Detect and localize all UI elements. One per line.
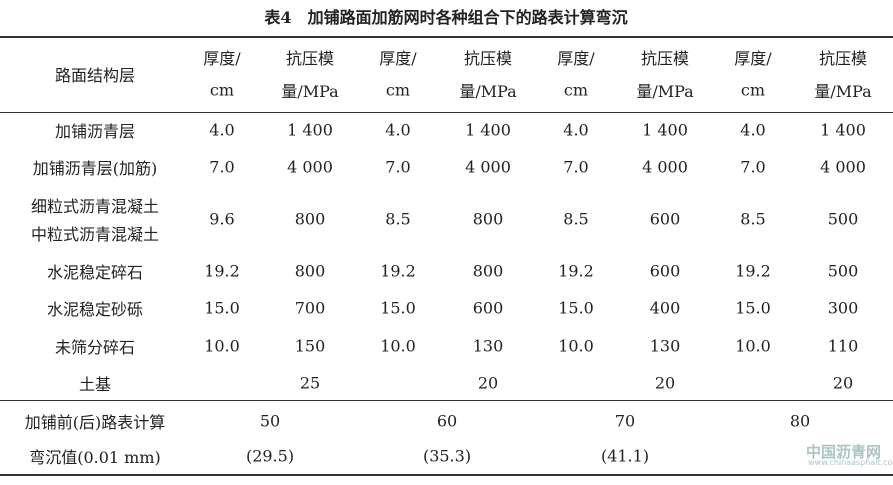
cell: 15.0 (558, 298, 594, 318)
cell: 15.0 (735, 298, 771, 318)
cell: 19.2 (735, 261, 771, 281)
cell: 1 400 (642, 120, 688, 140)
column-header: 抗压模 (818, 49, 868, 68)
top-rule (0, 36, 893, 38)
cell: 15.0 (380, 298, 416, 318)
bottom-rule (0, 474, 893, 476)
column-header: 厚度/ (557, 49, 595, 68)
cell: 4.0 (740, 120, 766, 140)
cell: 10.0 (558, 336, 594, 356)
row-label: 水泥稳定砂砾 (46, 300, 144, 319)
column-header: cm (209, 80, 235, 100)
column-header: 量/MPa (459, 82, 517, 101)
cell: 4 000 (642, 157, 688, 177)
table-title: 表4 加铺路面加筋网时各种组合下的路表计算弯沉 (264, 8, 628, 27)
cell: 20 (477, 373, 499, 393)
cell: 500 (827, 261, 859, 281)
cell: 60 (436, 411, 458, 431)
cell: 20 (654, 373, 676, 393)
column-header: 量/MPa (636, 82, 694, 101)
header-rule (0, 112, 893, 113)
cell: 19.2 (380, 261, 416, 281)
cell: 600 (649, 209, 681, 229)
cell: 4.0 (385, 120, 411, 140)
row-label: 加铺沥青层(加筋) (32, 159, 158, 178)
cell: 8.5 (385, 209, 411, 229)
cell: 15.0 (204, 298, 240, 318)
cell: 150 (294, 336, 326, 356)
cell: 7.0 (209, 157, 235, 177)
cell: 600 (472, 298, 504, 318)
cell: 19.2 (204, 261, 240, 281)
cell: 400 (649, 298, 681, 318)
cell: 130 (649, 336, 681, 356)
cell: 20 (832, 373, 854, 393)
header-label: 路面结构层 (54, 66, 136, 85)
cell: (41.1) (600, 446, 650, 466)
row-label: 细粒式沥青混凝土 (30, 197, 160, 216)
cell: 4 000 (287, 157, 333, 177)
column-header: 量/MPa (814, 82, 872, 101)
cell: 50 (259, 411, 281, 431)
row-label: 未筛分碎石 (54, 338, 136, 357)
column-header: cm (385, 80, 411, 100)
column-header: 抗压模 (463, 49, 513, 68)
row-label: 弯沉值(0.01 mm) (29, 448, 161, 467)
cell: (29.5) (245, 446, 295, 466)
cell: 7.0 (385, 157, 411, 177)
cell: 800 (294, 261, 326, 281)
cell: 800 (472, 261, 504, 281)
column-header: 抗压模 (285, 49, 335, 68)
body-rule (0, 400, 893, 401)
cell: 70 (614, 411, 636, 431)
row-label: 加铺沥青层 (54, 122, 136, 141)
column-header: cm (563, 80, 589, 100)
cell: 19.2 (558, 261, 594, 281)
column-header: cm (740, 80, 766, 100)
column-header: 量/MPa (281, 82, 339, 101)
cell: 4.0 (563, 120, 589, 140)
cell: 7.0 (563, 157, 589, 177)
watermark-url: www.chinaasphalt.com (808, 458, 893, 467)
cell: 110 (827, 336, 859, 356)
column-header: 厚度/ (734, 49, 772, 68)
cell: 10.0 (204, 336, 240, 356)
cell: 800 (294, 209, 326, 229)
cell: 800 (472, 209, 504, 229)
cell: 1 400 (820, 120, 866, 140)
column-header: 抗压模 (640, 49, 690, 68)
cell: 10.0 (380, 336, 416, 356)
cell: 10.0 (735, 336, 771, 356)
cell: 1 400 (465, 120, 511, 140)
cell: 9.6 (209, 209, 235, 229)
cell: 25 (299, 373, 321, 393)
cell: 8.5 (740, 209, 766, 229)
column-header: 厚度/ (203, 49, 241, 68)
column-header: 厚度/ (379, 49, 417, 68)
cell: 600 (649, 261, 681, 281)
watermark-name: 中国沥青网 (806, 443, 882, 461)
cell: 300 (827, 298, 859, 318)
cell: 4.0 (209, 120, 235, 140)
row-label: 水泥稳定碎石 (46, 263, 144, 282)
row-label: 中粒式沥青混凝土 (30, 225, 160, 244)
cell: (35.3) (422, 446, 472, 466)
cell: 8.5 (563, 209, 589, 229)
cell: 700 (294, 298, 326, 318)
cell: 1 400 (287, 120, 333, 140)
cell: 7.0 (740, 157, 766, 177)
cell: 500 (827, 209, 859, 229)
cell: 4 000 (820, 157, 866, 177)
row-label: 土基 (78, 375, 112, 394)
cell: 130 (472, 336, 504, 356)
cell: 4 000 (465, 157, 511, 177)
cell: 80 (789, 411, 811, 431)
row-label: 加铺前(后)路表计算 (24, 413, 166, 432)
